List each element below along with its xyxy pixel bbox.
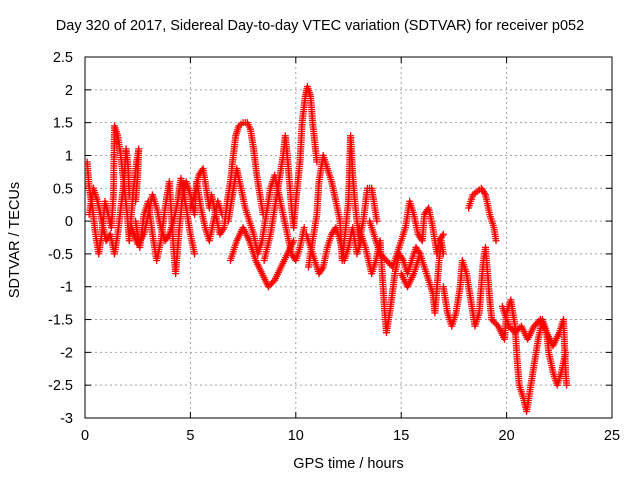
data-markers	[85, 83, 571, 415]
data-point-track-g	[268, 279, 276, 287]
y-tick-label: 2.5	[53, 50, 73, 66]
data-point-track-q	[563, 381, 571, 389]
data-point-track-o	[492, 237, 500, 245]
data-point-track-p	[491, 319, 499, 327]
data-point-track-m	[439, 250, 447, 258]
y-tick-label: -1.5	[48, 313, 73, 329]
data-point-track-l	[379, 253, 387, 261]
data-point-track-g	[264, 283, 272, 291]
x-tick-label: 25	[604, 428, 620, 444]
x-tick-label: 5	[186, 428, 194, 444]
data-point-track-q	[532, 320, 540, 328]
data-point-track-p	[489, 317, 497, 325]
data-point-track-l	[438, 232, 446, 240]
x-tick-label: 20	[499, 428, 515, 444]
data-point-track-l	[381, 255, 389, 263]
y-tick-label: -1	[60, 280, 73, 296]
data-point-track-q	[506, 324, 514, 332]
y-tick-label: -3	[60, 411, 73, 427]
data-point-track-k	[398, 255, 406, 263]
data-point-track-f	[300, 224, 308, 232]
y-tick-label: -2	[60, 345, 73, 361]
data-point-track-e	[219, 225, 227, 233]
data-point-track-p	[488, 316, 496, 324]
y-tick-label: 0.5	[53, 181, 73, 197]
data-point-track-q	[511, 329, 519, 337]
data-point-track-a	[132, 197, 140, 205]
data-point-track-p	[493, 320, 501, 328]
x-tick-label: 0	[81, 428, 89, 444]
data-point-track-b	[125, 191, 133, 199]
data-point-track-l	[382, 256, 390, 264]
plot-frame	[84, 56, 613, 419]
data-point-track-l	[376, 250, 384, 258]
data-point-track-j	[318, 265, 326, 273]
data-point-track-l	[439, 230, 447, 238]
x-tick-label: 10	[288, 428, 304, 444]
data-point-track-g	[269, 278, 277, 286]
y-axis-label: SDTVAR / TECUs	[7, 181, 23, 299]
data-point-track-q	[530, 322, 538, 330]
y-tick-label: 1.5	[53, 116, 73, 132]
data-point-track-l	[378, 252, 386, 260]
data-point-track-g	[290, 237, 298, 245]
data-point-track-o	[480, 189, 488, 197]
y-tick-label: -0.5	[48, 247, 73, 263]
data-point-track-g	[266, 281, 274, 289]
y-tick-label: 0	[65, 214, 73, 230]
data-point-track-q	[508, 325, 516, 333]
data-point-track-q	[513, 327, 521, 335]
data-point-track-i	[373, 217, 381, 225]
data-point-track-l	[384, 258, 392, 266]
data-point-track-q	[505, 322, 513, 330]
data-point-track-l	[386, 260, 394, 268]
x-tick-label: 15	[393, 428, 409, 444]
x-axis-label: GPS time / hours	[293, 456, 404, 472]
y-tick-label: 1	[65, 148, 73, 164]
chart-title: Day 320 of 2017, Sidereal Day-to-day VTE…	[55, 18, 585, 34]
y-tick-label: -2.5	[48, 378, 73, 394]
y-tick-label: 2	[65, 83, 73, 99]
data-point-track-c	[191, 250, 199, 258]
